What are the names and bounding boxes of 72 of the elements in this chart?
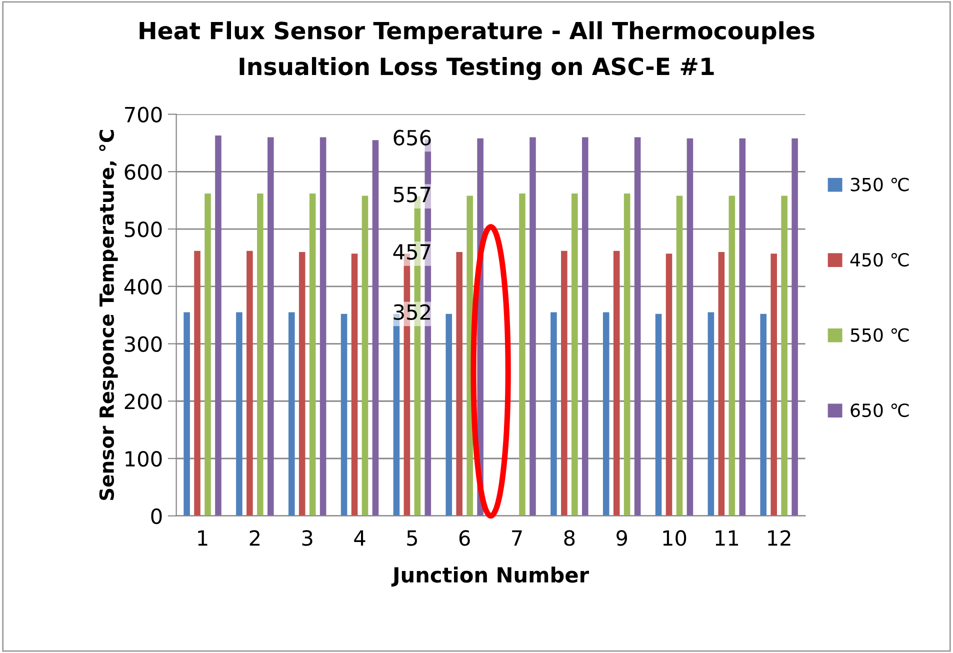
bar xyxy=(676,196,683,516)
bar xyxy=(550,312,557,516)
y-tick-label: 200 xyxy=(124,394,162,410)
bar xyxy=(246,250,253,516)
y-tick-label: 600 xyxy=(124,164,162,180)
y-tick-label: 500 xyxy=(124,221,162,238)
legend-label: 350 ℃ xyxy=(850,178,909,192)
bar xyxy=(686,138,694,516)
y-tick-label: 300 xyxy=(124,336,162,352)
x-tick-label: 9 xyxy=(616,530,627,546)
bar xyxy=(351,254,358,516)
bar xyxy=(184,312,190,516)
y-tick-label: 400 xyxy=(124,278,162,295)
bar xyxy=(309,193,316,516)
x-tick-label: 1 xyxy=(198,530,208,546)
bar xyxy=(215,136,222,516)
bar xyxy=(792,138,798,516)
bar xyxy=(268,137,274,516)
bar xyxy=(456,252,462,516)
bar xyxy=(760,314,766,516)
bar xyxy=(624,193,630,516)
bar xyxy=(446,314,452,516)
chart-subtitle: Insualtion Loss Testing on ASC-E #1 xyxy=(240,57,714,80)
bar xyxy=(728,196,736,516)
bar xyxy=(288,312,295,516)
bar xyxy=(634,137,641,516)
x-tick-label: 6 xyxy=(459,530,470,546)
bar xyxy=(362,196,368,516)
x-tick-label: 5 xyxy=(407,530,417,546)
y-tick-label: 100 xyxy=(126,450,162,467)
y-tick-label: 700 xyxy=(125,106,162,122)
y-axis-title: Sensor Responce Temperature, °C xyxy=(99,130,118,500)
bar xyxy=(298,252,306,516)
x-axis-title: Junction Number xyxy=(391,566,590,587)
bar xyxy=(582,137,588,516)
bar xyxy=(340,314,348,516)
bar xyxy=(372,140,379,516)
bar xyxy=(530,137,536,516)
x-tick-label: 10 xyxy=(663,530,686,546)
data-label: 656 xyxy=(394,130,431,146)
bar xyxy=(204,193,211,516)
bar xyxy=(708,312,714,516)
x-tick-label: 12 xyxy=(768,530,790,546)
bar xyxy=(770,254,777,516)
bar xyxy=(320,137,326,516)
data-label: 557 xyxy=(394,186,430,202)
bar xyxy=(572,193,578,516)
data-label: 457 xyxy=(393,244,430,260)
bar xyxy=(613,250,620,516)
x-tick-label: 3 xyxy=(302,530,312,546)
bar xyxy=(781,196,788,516)
legend-label: 550 ℃ xyxy=(850,328,909,342)
x-tick-label: 4 xyxy=(354,530,366,546)
x-tick-label: 7 xyxy=(512,530,522,546)
bar xyxy=(602,312,610,516)
bar xyxy=(194,250,200,516)
legend-label: 450 ℃ xyxy=(850,252,909,267)
bar xyxy=(236,312,242,516)
y-tick-label: 0 xyxy=(151,508,162,524)
bar xyxy=(257,193,264,516)
x-tick-label: 8 xyxy=(564,530,575,546)
bar xyxy=(655,314,662,516)
bar xyxy=(718,252,725,516)
x-tick-label: 11 xyxy=(716,530,738,546)
x-tick-label: 2 xyxy=(250,530,260,546)
bar xyxy=(561,250,568,516)
legend-label: 650 ℃ xyxy=(850,403,909,418)
bar xyxy=(666,254,672,516)
bar xyxy=(519,193,526,516)
bar xyxy=(739,138,746,516)
chart-title: Heat Flux Sensor Temperature - All Thermocouples xyxy=(140,21,814,44)
data-label: 352 xyxy=(394,304,430,320)
